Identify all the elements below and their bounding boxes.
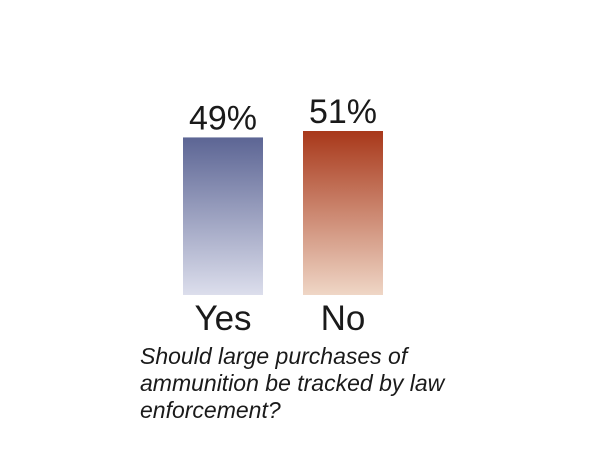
category-label-no: No: [321, 299, 366, 338]
bar-no: [303, 131, 383, 295]
value-label-no: 51%: [309, 93, 377, 131]
category-labels-layer: Yes No: [194, 299, 365, 338]
chart-title: Should large purchases of ammunition be …: [140, 343, 445, 423]
bar-yes: [183, 137, 263, 295]
value-labels-layer: 49% 51%: [189, 93, 377, 137]
category-label-yes: Yes: [194, 299, 251, 338]
value-label-yes: 49%: [189, 99, 257, 137]
bars-layer: [183, 131, 383, 295]
